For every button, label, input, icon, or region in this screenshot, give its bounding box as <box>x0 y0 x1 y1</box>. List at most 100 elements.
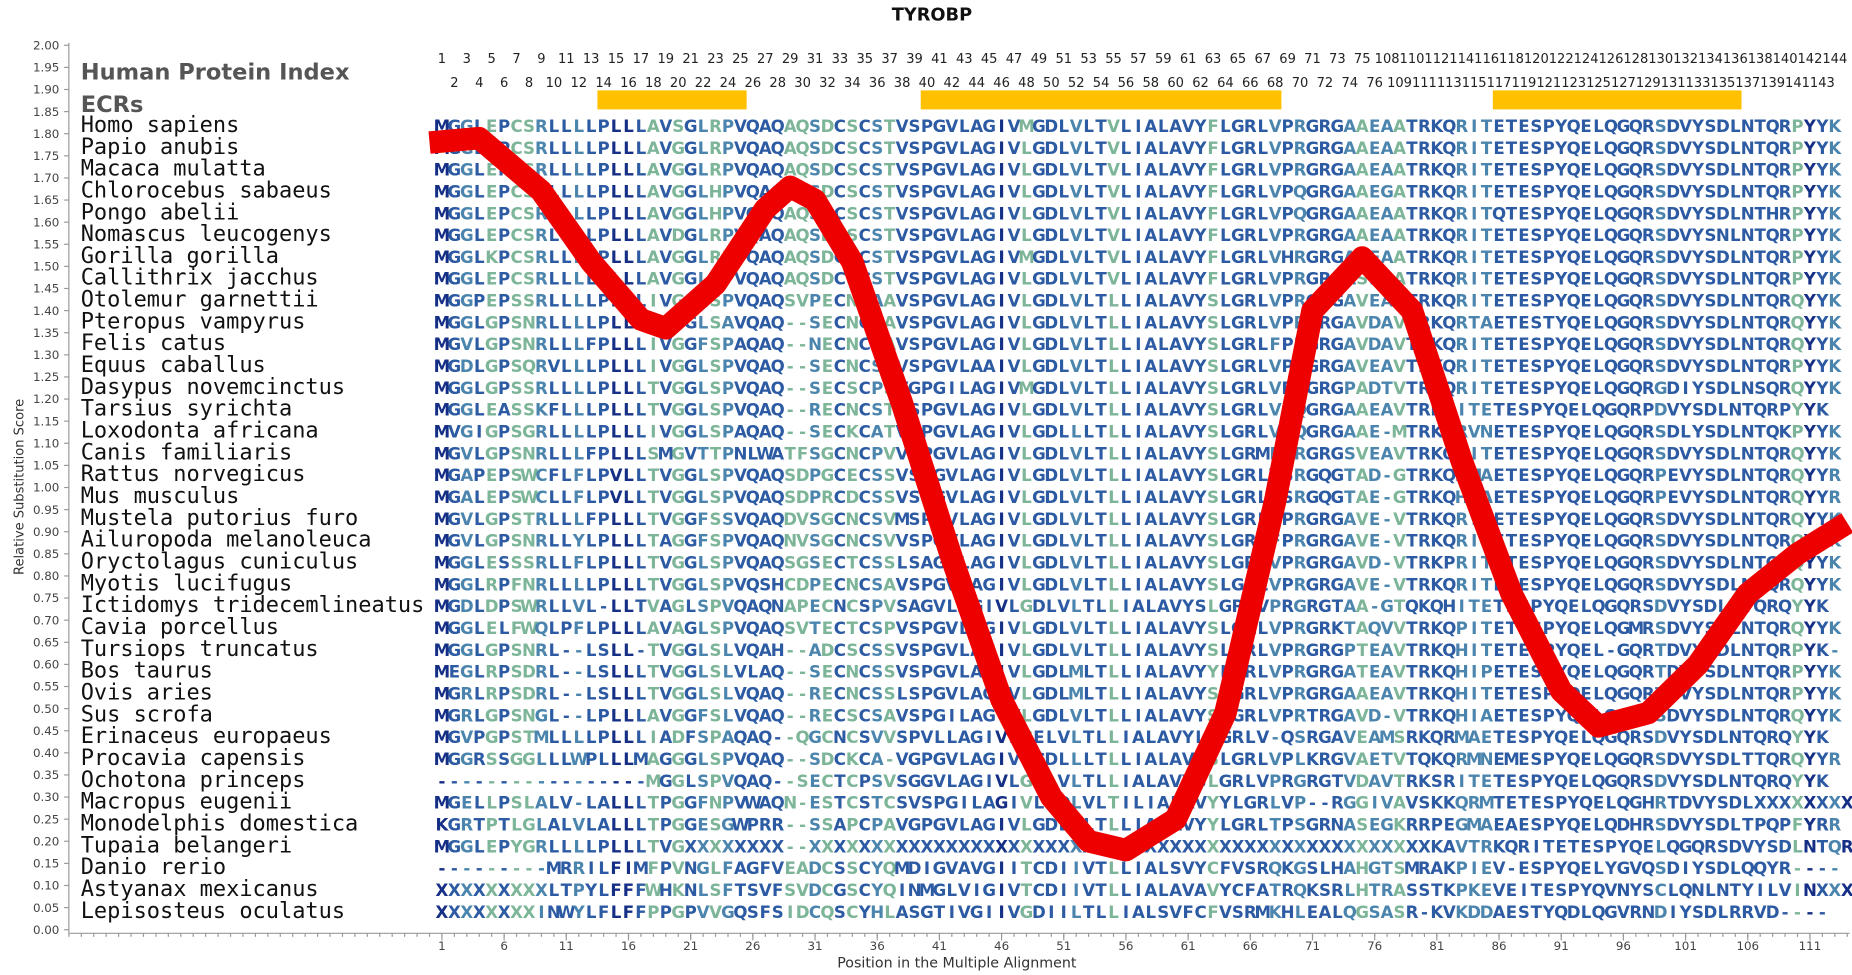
y-tick-label: 2.00 <box>33 38 59 52</box>
human-index: 5 <box>488 52 496 67</box>
species-name: Mus musculus <box>81 484 240 509</box>
human-index: 22 <box>695 76 712 91</box>
x-tick-label: 41 <box>932 939 947 953</box>
human-index: 112 <box>1424 52 1449 67</box>
human-index: 23 <box>707 52 724 67</box>
sequence: MVG I GPSGRL L L LPL L L I VGGLSPAQAQ - - SECKCATVGP… <box>434 423 1843 442</box>
human-index: 68 <box>1267 76 1284 91</box>
human-index: 59 <box>1155 52 1172 67</box>
human-index: 140 <box>1773 52 1798 67</box>
sequence: MGGLKPCSRL L L LPL L LAVGGLRPVQAQAQSDCSCSTVSP… <box>434 248 1843 267</box>
human-index: 58 <box>1143 76 1160 91</box>
human-index: 115 <box>1462 76 1487 91</box>
human-index: 16 <box>620 76 637 91</box>
human-index: 25 <box>732 52 749 67</box>
sequence: - - - - - - - - -MRR I LF IMFPVNGLFAGFVEADCSSCYQMD I… <box>438 859 1838 878</box>
sequence: MGGLEPCSRL L L LPL L LAVDGLRPVQAQAQSDCSCSTVSP… <box>434 226 1843 245</box>
y-tick-label: 0.25 <box>33 812 59 826</box>
human-index: 67 <box>1254 52 1271 67</box>
x-tick-label: 86 <box>1491 939 1506 953</box>
human-index: 12 <box>570 76 587 91</box>
sequence: MGDLGPSQRVL L LPL L L I VGGLSPVQAQ - - SECNCSVVSP… <box>434 357 1843 376</box>
human-index: 127 <box>1611 76 1636 91</box>
sequence: MGGLEPCSRL L L LPL L LAVSGLRPVQAQAQSDCSCSTVSP… <box>434 117 1843 136</box>
x-tick-label: 71 <box>1305 939 1320 953</box>
species-name: Nomascus leucogenys <box>81 222 332 247</box>
species-name: Papio anubis <box>81 135 240 160</box>
human-index: 134 <box>1698 52 1723 67</box>
sequence: MGGLESSSRL LFLPL L LTVGGLSPVQAQSGSECTCSSLSA… <box>434 554 1843 573</box>
y-tick-label: 0.70 <box>33 613 59 627</box>
ecr-bar <box>920 90 1282 110</box>
human-index: 40 <box>919 76 936 91</box>
y-tick-label: 1.50 <box>33 260 59 274</box>
x-tick-label: 56 <box>1118 939 1133 953</box>
sequence: MGGLEPCSRL L L LPL L LAVGGLHPVQAQAQSDCSCSTVSP… <box>434 182 1843 201</box>
x-tick-label: 31 <box>807 939 822 953</box>
human-index: 74 <box>1341 76 1358 91</box>
species-name: Danio rerio <box>81 855 226 880</box>
human-index: 55 <box>1105 52 1122 67</box>
human-index: 72 <box>1317 76 1334 91</box>
human-index: 30 <box>794 76 811 91</box>
y-tick-label: 1.55 <box>33 237 59 251</box>
human-index: 141 <box>1785 76 1810 91</box>
human-index: 4 <box>475 76 483 91</box>
human-index: 122 <box>1549 52 1574 67</box>
x-tick-label: 111 <box>1799 939 1822 953</box>
human-index: 64 <box>1217 76 1234 91</box>
human-index: 131 <box>1661 76 1686 91</box>
human-index: 28 <box>769 76 786 91</box>
human-index: 29 <box>782 52 799 67</box>
y-tick-label: 1.85 <box>33 105 59 119</box>
x-tick-label: 61 <box>1181 939 1196 953</box>
human-index: 20 <box>670 76 687 91</box>
human-index: 18 <box>645 76 662 91</box>
x-tick-label: 11 <box>559 939 574 953</box>
y-tick-label: 1.95 <box>33 61 59 75</box>
species-name: Sus scrofa <box>81 702 213 727</box>
human-index: 116 <box>1474 52 1499 67</box>
x-tick-label: 76 <box>1367 939 1382 953</box>
human-index: 129 <box>1636 76 1661 91</box>
species-name: Callithrix jacchus <box>81 266 319 291</box>
species-name: Lepisosteus oculatus <box>81 899 345 924</box>
human-index: 128 <box>1623 52 1648 67</box>
sequence: MGRLRPSDRL - - LSL L LTVGGLSLVQAQ - - RECNCSSLSP… <box>434 685 1843 704</box>
y-tick-label: 0.60 <box>33 658 59 672</box>
species-name: Ochotona princeps <box>81 768 306 793</box>
x-tick-label: 66 <box>1243 939 1258 953</box>
y-tick-label: 0.75 <box>33 591 59 605</box>
human-index: 14 <box>595 76 612 91</box>
x-tick-label: 101 <box>1674 939 1697 953</box>
species-name: Macropus eugenii <box>81 790 292 815</box>
human-index: 111 <box>1412 76 1437 91</box>
species-name: Otolemur garnettii <box>81 288 319 313</box>
y-axis-label: Relative Substitution Score <box>13 399 28 575</box>
human-index: 47 <box>1006 52 1023 67</box>
sequence: MGGLEPCSRL L L LPL L LAVGGLCPVQAQAQSDCSCSTVSP… <box>434 270 1843 289</box>
y-tick-label: 0.15 <box>33 857 59 871</box>
human-index: 118 <box>1499 52 1524 67</box>
species-name: Canis familiaris <box>81 440 292 465</box>
human-index: 113 <box>1437 76 1462 91</box>
sequence: MGRLGPSNGL - - LPL L LAVGGFSLVQAQ - - RECSCSAVSP… <box>434 706 1843 725</box>
x-tick-label: 16 <box>621 939 636 953</box>
y-tick-label: 0.05 <box>33 901 59 915</box>
ecr-bar <box>597 90 747 110</box>
y-tick-label: 0.45 <box>33 724 59 738</box>
human-index: 136 <box>1723 52 1748 67</box>
human-index: 144 <box>1822 52 1847 67</box>
species-name: Ailuropoda melanoleuca <box>81 528 372 553</box>
score-line <box>428 126 1852 862</box>
y-tick-label: 1.35 <box>33 326 59 340</box>
human-index: 51 <box>1055 52 1072 67</box>
species-name: Astyanax mexicanus <box>81 877 319 902</box>
sequence: MGVPGPSTML L L LPL L L I ADFSPAQAQ - - QGCNCSVVSPV… <box>434 728 1830 747</box>
sequence: XXXXXXXX I NWYLFLFFPPGPVVGQSFS I DCQSCYHLASG… <box>436 903 1826 922</box>
species-name: Mustela putorius furo <box>81 506 359 531</box>
human-index: 49 <box>1031 52 1048 67</box>
species-name: Monodelphis domestica <box>81 812 359 837</box>
species-name: Homo sapiens <box>81 113 240 138</box>
